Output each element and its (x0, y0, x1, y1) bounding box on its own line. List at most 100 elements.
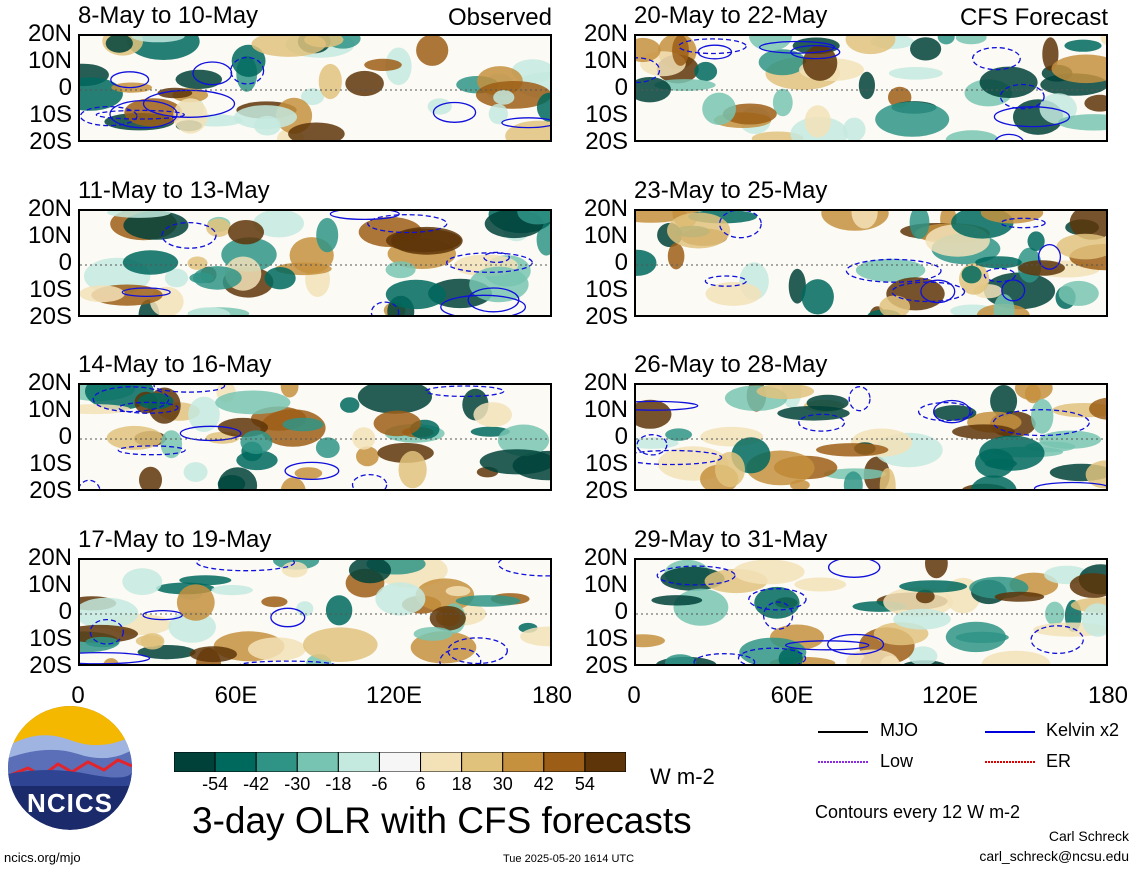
footer-email: carl_schreck@ncsu.edu (979, 848, 1129, 864)
latitude-label: 10S (585, 625, 628, 652)
latitude-label: 10S (29, 625, 72, 652)
longitude-label: 180 (531, 682, 573, 709)
olr-shading (80, 560, 550, 664)
colorbar-swatch (584, 751, 627, 773)
latitude-label: 20N (27, 369, 72, 396)
colorbar-swatch (543, 751, 586, 773)
colorbar-swatch (296, 751, 339, 773)
colorbar-swatch (214, 751, 257, 773)
latitude-label: 10N (583, 222, 628, 249)
latitude-label: 10S (585, 101, 628, 128)
latitude-label: 20S (585, 128, 628, 155)
legend-label-mjo: MJO (880, 720, 918, 740)
panel-title: 23-May to 25-May (634, 177, 828, 204)
latitude-label: 0 (58, 74, 72, 101)
latitude-label: 0 (58, 598, 72, 625)
panel-title: 26-May to 28-May (634, 351, 828, 378)
latitude-label: 10S (29, 101, 72, 128)
panel-source-tag: CFS Forecast (959, 4, 1108, 31)
longitude-label: 0 (627, 682, 641, 709)
legend-line-er (985, 761, 1035, 763)
footer-url: ncics.org/mjo (4, 850, 81, 865)
olr-map-panel (78, 383, 552, 491)
latitude-label: 10S (29, 276, 72, 303)
colorbar-swatch (378, 751, 422, 773)
olr-map-panel (78, 209, 552, 317)
longitude-label: 180 (1087, 682, 1129, 709)
panel-source-tag: Observed (447, 4, 552, 31)
latitude-label: 20N (583, 369, 628, 396)
latitude-label: 20S (29, 652, 72, 679)
olr-shading (80, 211, 550, 315)
ncics-logo: NCICS (8, 706, 132, 830)
latitude-label: 0 (614, 598, 628, 625)
olr-map-panel (634, 383, 1108, 491)
legend-line-kelvin (985, 731, 1035, 733)
olr-shading (636, 385, 1106, 489)
olr-shading (636, 560, 1106, 664)
colorbar-tick-label: 6 (415, 774, 426, 794)
latitude-label: 20N (27, 195, 72, 222)
longitude-label: 60E (214, 682, 258, 709)
longitude-label: 60E (770, 682, 814, 709)
latitude-label: 10N (27, 396, 72, 423)
colorbar-tick-label: 30 (492, 774, 513, 794)
longitude-label: 120E (921, 682, 979, 709)
legend-label-kelvin: Kelvin x2 (1046, 720, 1120, 740)
legend-label-er: ER (1046, 751, 1072, 771)
latitude-label: 0 (614, 423, 628, 450)
latitude-label: 0 (614, 249, 628, 276)
colorbar (173, 751, 627, 773)
olr-map-panel (78, 558, 552, 666)
colorbar-tick-label: -54 (202, 774, 229, 794)
colorbar-units: W m-2 (650, 764, 715, 789)
latitude-label: 20S (585, 652, 628, 679)
panel-title: 11-May to 13-May (78, 177, 270, 204)
latitude-label: 0 (614, 74, 628, 101)
colorbar-swatch (173, 751, 216, 773)
olr-shading (80, 36, 550, 140)
latitude-label: 20N (583, 544, 628, 571)
latitude-label: 20N (583, 195, 628, 222)
figure-title: 3-day OLR with CFS forecasts (192, 800, 692, 841)
olr-map-panel (634, 209, 1108, 317)
colorbar-tick-label: 54 (574, 774, 595, 794)
colorbar-swatch (461, 751, 504, 773)
latitude-label: 10N (27, 571, 72, 598)
colorbar-tick-label: -6 (371, 774, 388, 794)
colorbar-tick-label: 42 (533, 774, 554, 794)
latitude-label: 20N (27, 20, 72, 47)
latitude-label: 10S (585, 450, 628, 477)
panel-title: 14-May to 16-May (78, 351, 272, 378)
olr-shading (636, 36, 1106, 140)
colorbar-swatch (502, 751, 545, 773)
latitude-label: 10N (583, 47, 628, 74)
longitude-label: 120E (365, 682, 423, 709)
panel-title: 17-May to 19-May (78, 526, 272, 553)
latitude-label: 20S (585, 477, 628, 504)
olr-shading (636, 211, 1106, 315)
latitude-label: 10N (27, 47, 72, 74)
latitude-label: 10N (583, 571, 628, 598)
latitude-label: 10S (29, 450, 72, 477)
legend-line-low (818, 761, 868, 763)
olr-map-panel (78, 34, 552, 142)
olr-map-panel (634, 34, 1108, 142)
longitude-label: 0 (71, 682, 85, 709)
colorbar-swatch (255, 751, 298, 773)
latitude-label: 20N (27, 544, 72, 571)
colorbar-tick-label: -42 (243, 774, 270, 794)
latitude-label: 20S (585, 303, 628, 330)
olr-shading (80, 385, 550, 489)
latitude-label: 10N (583, 396, 628, 423)
latitude-label: 20N (583, 20, 628, 47)
panel-title: 20-May to 22-May (634, 2, 828, 29)
colorbar-swatches (173, 751, 627, 773)
contour-interval-note: Contours every 12 W m-2 (815, 802, 1021, 822)
latitude-label: 10N (27, 222, 72, 249)
logo-text: NCICS (27, 788, 113, 818)
latitude-label: 0 (58, 423, 72, 450)
colorbar-tick-label: -30 (284, 774, 311, 794)
footer-author: Carl Schreck (1048, 828, 1129, 844)
panel-title: 29-May to 31-May (634, 526, 828, 553)
